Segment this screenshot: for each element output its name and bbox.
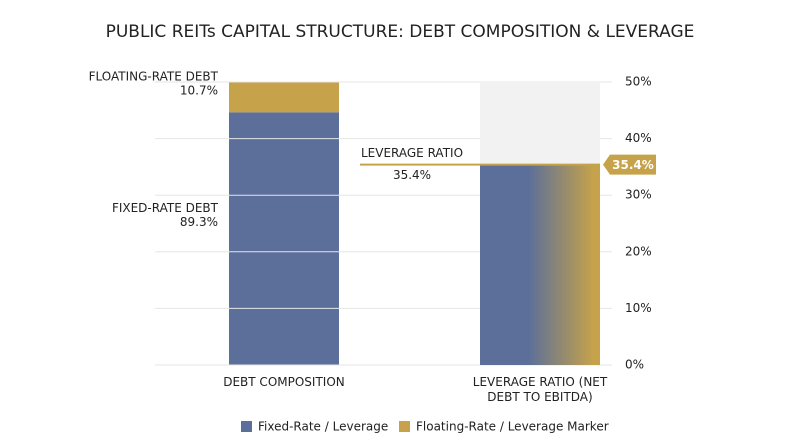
y-tick-label: 30%	[625, 188, 652, 202]
chart-title: PUBLIC REITs CAPITAL STRUCTURE: DEBT COM…	[106, 22, 695, 42]
bar-segment	[229, 82, 339, 113]
segment-value: 89.3%	[180, 215, 218, 229]
y-tick-label: 50%	[625, 75, 652, 89]
y-tick-label: 40%	[625, 131, 652, 145]
x-tick-label: DEBT COMPOSITION	[223, 375, 345, 389]
segment-value: 10.7%	[180, 84, 218, 98]
legend-label: Floating-Rate / Leverage Marker	[416, 420, 609, 434]
legend-swatch	[399, 421, 410, 432]
segment-name: FLOATING-RATE DEBT	[89, 70, 219, 84]
y-tick-label: 20%	[625, 244, 652, 258]
annotation: LEVERAGE RATIO	[361, 146, 463, 160]
annotation-value: 35.4%	[393, 168, 431, 182]
y-tick-label: 10%	[625, 301, 652, 315]
y-tick-label: 0%	[625, 358, 644, 372]
legend-swatch	[241, 421, 252, 432]
marker-label: 35.4%	[612, 158, 654, 172]
bar-segment	[229, 112, 339, 365]
x-tick-label: LEVERAGE RATIO (NET DEBT TO EBITDA)	[472, 375, 608, 404]
legend-label: Fixed-Rate / Leverage	[258, 420, 388, 434]
segment-name: FIXED-RATE DEBT	[112, 201, 219, 215]
marker-tag	[603, 154, 656, 175]
bar	[480, 164, 600, 365]
